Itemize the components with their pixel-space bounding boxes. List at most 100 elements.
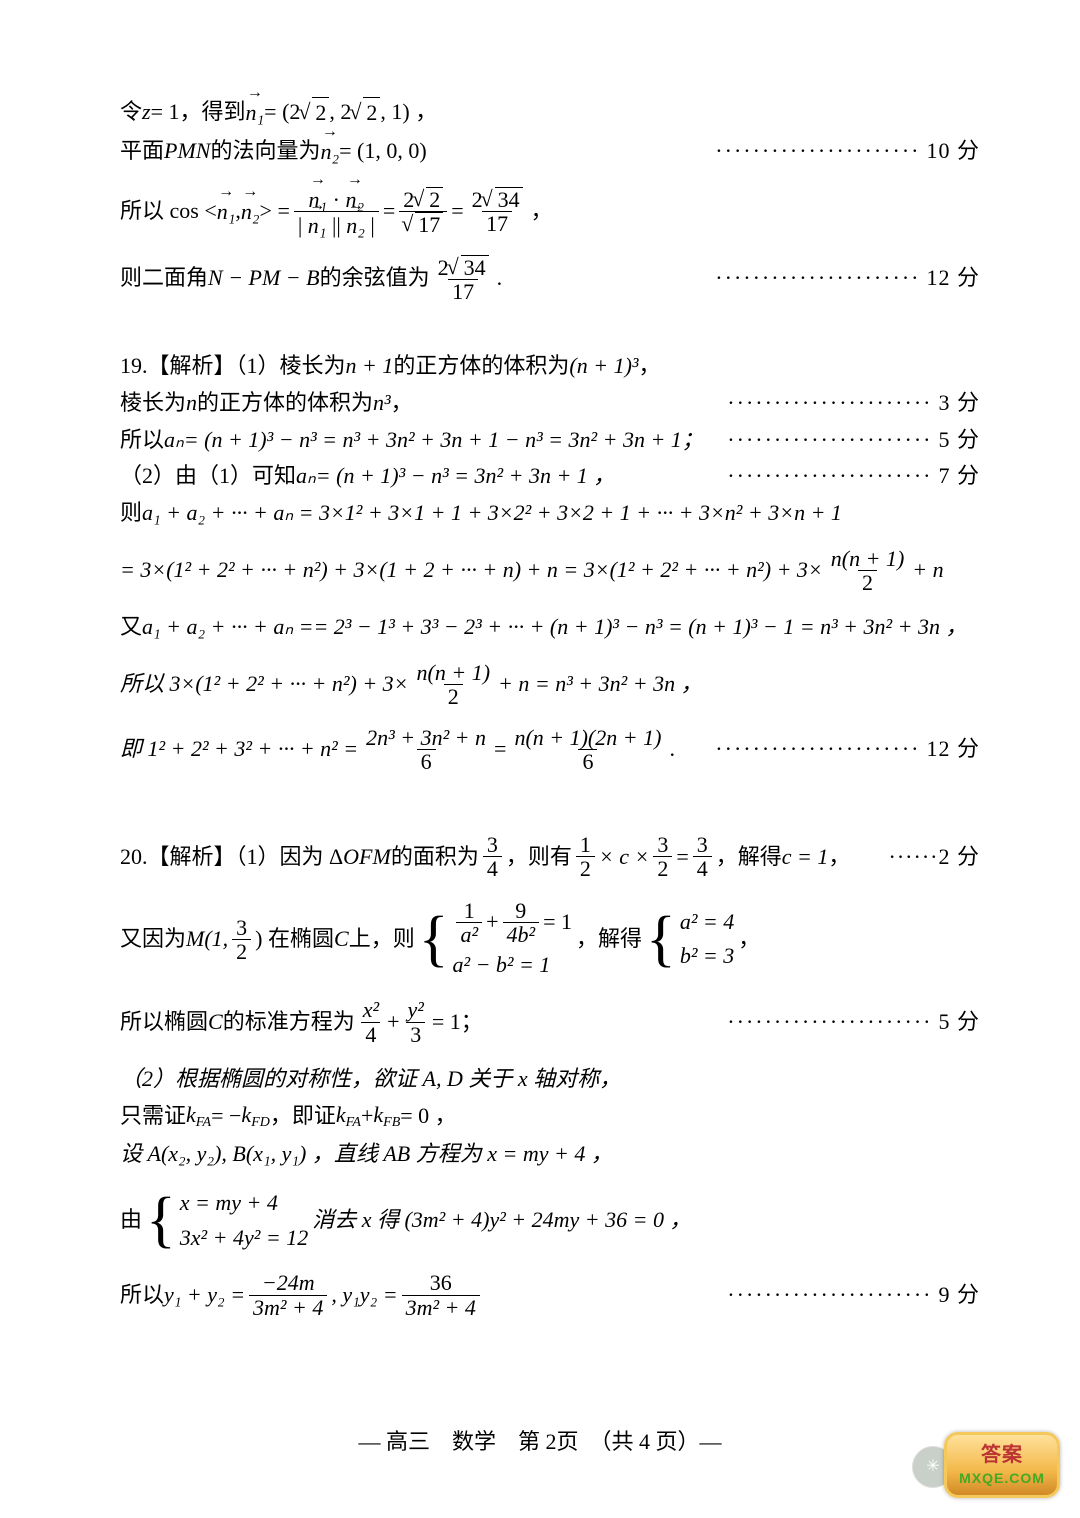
line-09: 则 a₁ + a₂ + ··· + aₙ = 3×1² + 3×1 + 1 + … (120, 498, 980, 529)
t: 棱长为 (120, 388, 186, 419)
t: 又 (120, 612, 142, 643)
an2: aₙ (296, 461, 316, 492)
frac-nnp1-b: n(n + 1) 2 (413, 661, 495, 708)
t: + (361, 1101, 373, 1132)
badge-url: MXQE.COM (959, 1469, 1045, 1489)
fx: x²4 (359, 998, 383, 1045)
score-9: 9 分 (727, 1280, 980, 1311)
C2: C (208, 1007, 223, 1038)
t: ) 在椭圆 (255, 924, 334, 955)
OFM: OFM (343, 842, 391, 873)
t: + n (912, 555, 943, 586)
frac-ans: 234 17 (434, 255, 493, 303)
f21a: −24m3m² + 4 (249, 1271, 327, 1318)
t: (1, (204, 924, 228, 955)
t: 则 (120, 498, 142, 529)
score-12: 12 分 (715, 263, 980, 294)
line-16: 所以椭圆 C 的标准方程为 x²4 + y²3 = 1； 5 分 (120, 998, 980, 1045)
t: > = (260, 196, 290, 227)
t: ， (828, 842, 850, 873)
t: + n = n³ + 3n² + 3n ， (498, 669, 703, 700)
line-07: 所以 aₙ = (n + 1)³ − n³ = n³ + 3n² + 3n + … (120, 425, 980, 456)
t: ， (531, 196, 553, 227)
t: ， (638, 351, 660, 382)
line-11: 又 a₁ + a₂ + ··· + aₙ == 2³ − 1³ + 3³ − 2… (120, 612, 980, 643)
t: . (669, 734, 675, 765)
system-3: { x = my + 4 3x² + 4y² = 12 (146, 1188, 308, 1254)
t: ， (391, 388, 413, 419)
t: 19.【解析】（1）棱长为 (120, 351, 346, 382)
frac-2r34-17: 234 17 (468, 187, 527, 235)
expr: = 3×(1² + 2² + ··· + n²) + 3×(1 + 2 + ··… (120, 555, 823, 586)
t: 又因为 (120, 924, 186, 955)
line-01: 令 z = 1，得到 n₁ = (2 2 , 2 2 , 1) ， (120, 96, 980, 129)
plus: + (387, 1007, 399, 1038)
f32b: 32 (232, 916, 251, 963)
t: = (676, 842, 688, 873)
f12: 12 (576, 833, 595, 880)
t: = 0 ， (400, 1101, 456, 1132)
t: ，则有 (506, 842, 572, 873)
line-21: 所以 y₁ + y₂ = −24m3m² + 4 , y₁y₂ = 363m² … (120, 1271, 980, 1318)
k2: kFD (241, 1100, 269, 1133)
t: 的法向量为 (210, 136, 320, 167)
n: n (186, 388, 197, 419)
t: = 1，得到 (151, 97, 246, 128)
answer-badge: 答案 MXQE.COM (944, 1432, 1060, 1498)
eq1: = 1； (432, 1007, 483, 1038)
score-3: 3 分 (727, 388, 980, 419)
system-1: { 1a² + 94b² = 1 a² − b² = 1 (419, 899, 572, 981)
f32: 32 (653, 833, 672, 880)
t: , y₁y₂ = (331, 1280, 397, 1311)
t: 则二面角 (120, 263, 208, 294)
np1cub: (n + 1)³ (569, 351, 638, 382)
line-13: 即 1² + 2² + 3² + ··· + n² = 2n³ + 3n² + … (120, 726, 980, 773)
k1: kFA (186, 1100, 211, 1133)
vec-n2-b: n₂ (241, 195, 260, 228)
score-7: 7 分 (727, 461, 980, 492)
eq: = (494, 734, 506, 765)
var-z: z (142, 97, 151, 128)
k4: kFB (373, 1100, 400, 1133)
np1: n + 1 (346, 351, 394, 382)
f34b: 34 (693, 833, 712, 880)
M: M (186, 924, 204, 955)
t: 设 A(x₂, y₂), B(x₁, y₁) ，直线 AB 方程为 x = my… (120, 1139, 613, 1170)
system-2: { a² = 4 b² = 3 (646, 907, 734, 973)
t: ， (738, 924, 760, 955)
y1y2: y₁ + y₂ = (164, 1280, 245, 1311)
PMN: PMN (164, 136, 210, 167)
t: 的面积为 (391, 842, 479, 873)
frac-13a: 2n³ + 3n² + n 6 (362, 726, 490, 773)
expr: a₁ + a₂ + ··· + aₙ = 3×1² + 3×1 + 1 + 3×… (142, 498, 842, 529)
expr: = (n + 1)³ − n³ = 3n² + 3n + 1 ， (316, 461, 616, 492)
t: （2）根据椭圆的对称性，欲证 A, D 关于 x 轴对称， (120, 1064, 621, 1095)
line-12: 所以 3×(1² + 2² + ··· + n²) + 3× n(n + 1) … (120, 661, 980, 708)
t: （2）由（1）可知 (120, 461, 296, 492)
k3: kFA (336, 1100, 361, 1133)
expr: = (n + 1)³ − n³ = n³ + 3n² + 3n + 1 − n³… (184, 425, 704, 456)
eq: = (383, 196, 395, 227)
line-15: 又因为 M (1, 32 ) 在椭圆 C 上，则 { 1a² + 94b² = … (120, 899, 980, 981)
t: = (2 (264, 97, 300, 128)
line-10: = 3×(1² + 2² + ··· + n²) + 3×(1 + 2 + ··… (120, 547, 980, 594)
t: 的正方体的体积为 (393, 351, 569, 382)
score-10: 10 分 (715, 136, 980, 167)
t: 令 (120, 97, 142, 128)
t: 消去 x 得 (3m² + 4)y² + 24my + 36 = 0 ， (312, 1205, 691, 1236)
line-20: 由 { x = my + 4 3x² + 4y² = 12 消去 x 得 (3m… (120, 1188, 980, 1254)
t: 20.【解析】（1）因为 Δ (120, 842, 343, 873)
frac-13b: n(n + 1)(2n + 1) 6 (510, 726, 665, 773)
t: ，即证 (270, 1101, 336, 1132)
an: aₙ (164, 425, 184, 456)
ncub: n³ (373, 388, 391, 419)
sqrt2-b: 2 (351, 97, 380, 129)
c1: c = 1 (782, 842, 829, 873)
line-04: 则二面角 N − PM − B 的余弦值为 234 17 . 12 分 (120, 255, 980, 303)
score-5: 5 分 (727, 425, 980, 456)
t: ，解得 (716, 842, 782, 873)
t: 所以 (120, 1280, 164, 1311)
t: 只需证 (120, 1101, 186, 1132)
score-2: ······2 分 (889, 842, 980, 873)
t: 的余弦值为 (320, 263, 430, 294)
